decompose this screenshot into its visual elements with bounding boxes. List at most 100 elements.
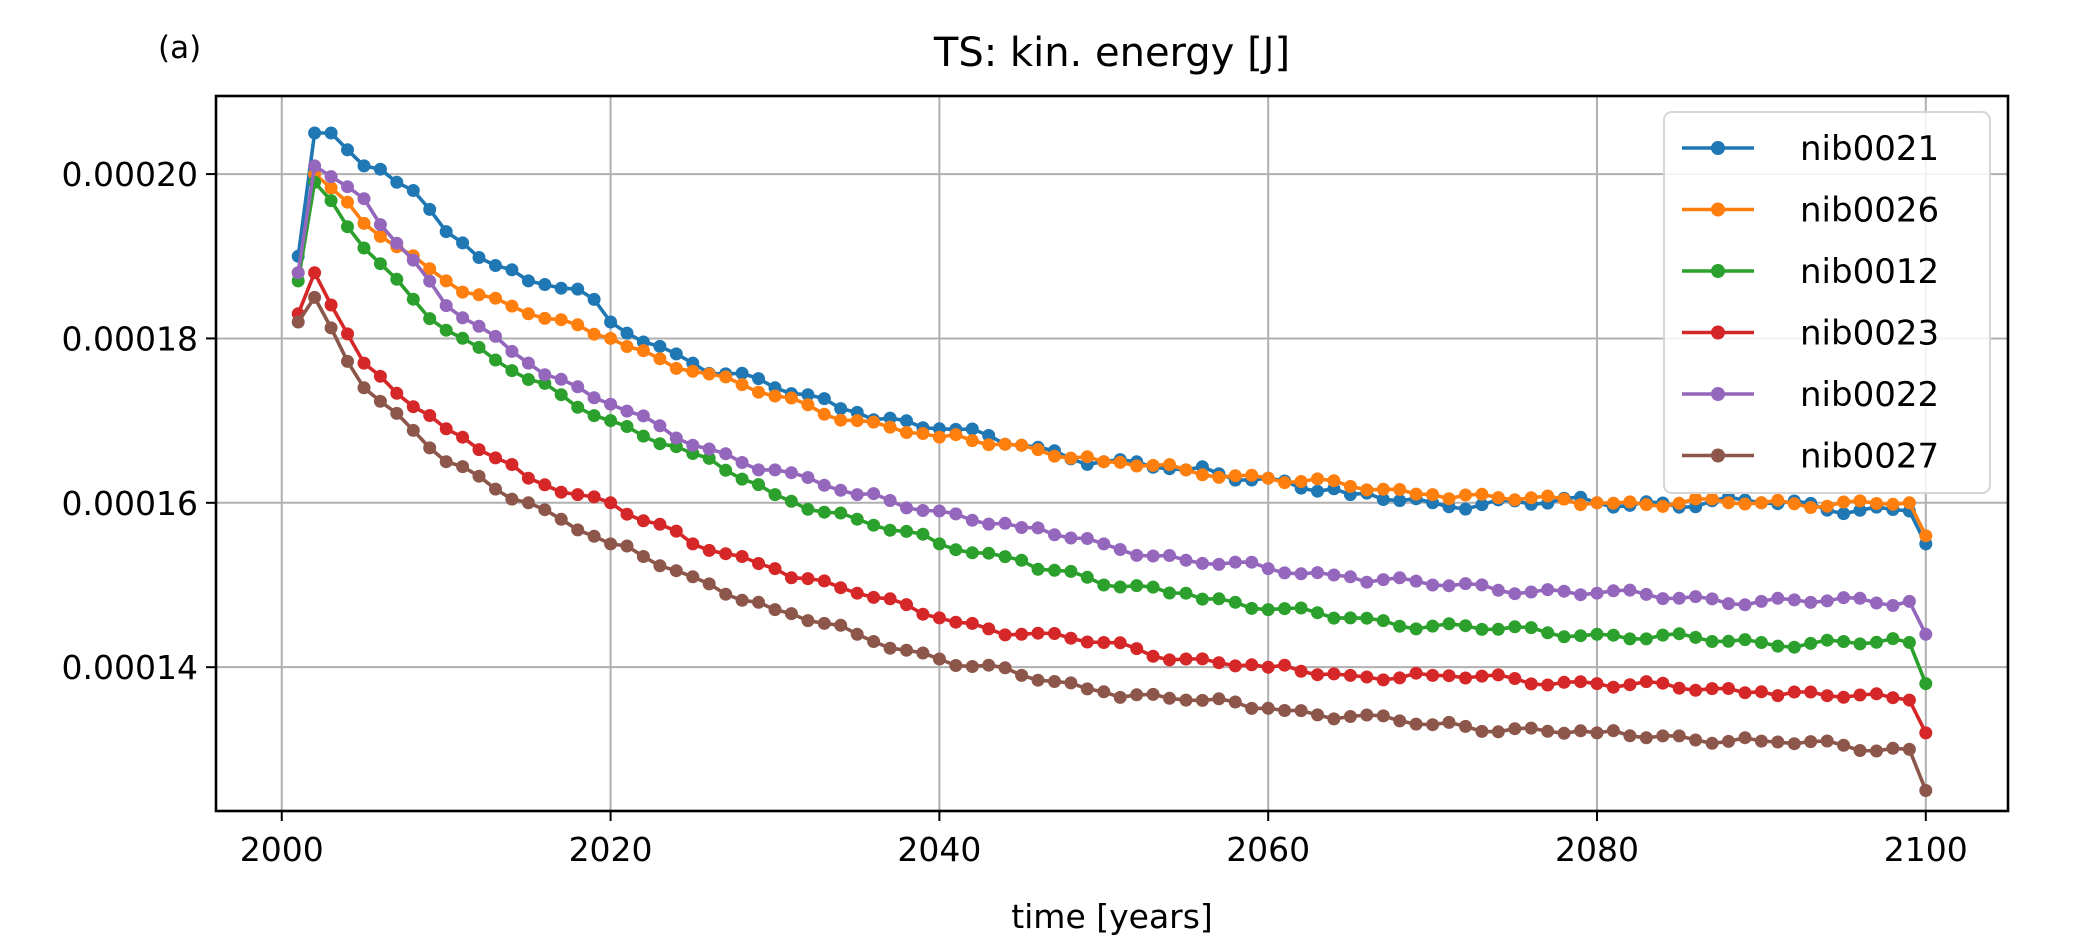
data-point bbox=[883, 420, 897, 434]
data-point bbox=[1820, 734, 1834, 748]
data-point bbox=[1689, 683, 1703, 697]
data-point bbox=[752, 478, 765, 492]
series-nib0022 bbox=[291, 159, 1933, 641]
data-point bbox=[1820, 633, 1834, 647]
data-point bbox=[1426, 578, 1440, 592]
data-point bbox=[538, 478, 552, 492]
data-point bbox=[932, 652, 946, 666]
data-point bbox=[1261, 471, 1275, 485]
data-point bbox=[423, 202, 437, 216]
data-point bbox=[1130, 548, 1144, 562]
data-point bbox=[949, 615, 963, 629]
data-point bbox=[949, 428, 963, 442]
data-point bbox=[686, 438, 700, 452]
data-point bbox=[1080, 682, 1094, 696]
data-point bbox=[1130, 688, 1144, 702]
data-point bbox=[587, 490, 601, 504]
data-point bbox=[571, 318, 585, 332]
data-point bbox=[735, 366, 749, 380]
data-point bbox=[1113, 690, 1127, 704]
data-point bbox=[1459, 488, 1472, 502]
data-point bbox=[817, 392, 831, 406]
data-point bbox=[1705, 492, 1719, 506]
data-point bbox=[1491, 583, 1505, 597]
legend-entry: nib0026 bbox=[1682, 191, 1939, 231]
legend-label: nib0027 bbox=[1800, 437, 1939, 477]
data-point bbox=[1639, 587, 1653, 601]
data-point bbox=[916, 646, 930, 660]
data-point bbox=[1064, 631, 1078, 645]
data-point bbox=[653, 559, 667, 573]
data-point bbox=[1590, 586, 1604, 600]
data-point bbox=[883, 411, 897, 425]
data-point bbox=[1163, 653, 1176, 667]
data-point bbox=[636, 514, 650, 528]
data-point bbox=[456, 430, 470, 444]
data-point bbox=[489, 353, 502, 367]
data-point bbox=[1820, 499, 1834, 513]
data-point bbox=[817, 478, 831, 492]
data-point bbox=[1787, 497, 1801, 511]
data-point bbox=[636, 344, 650, 358]
data-point bbox=[1097, 685, 1111, 699]
data-point bbox=[357, 216, 371, 230]
data-point bbox=[554, 313, 568, 327]
data-point bbox=[1327, 474, 1341, 488]
data-point bbox=[719, 547, 733, 561]
data-point bbox=[702, 543, 716, 557]
data-point bbox=[883, 641, 897, 655]
data-point bbox=[1623, 729, 1637, 743]
data-point bbox=[1606, 628, 1620, 642]
data-point bbox=[1475, 578, 1489, 592]
data-point bbox=[1409, 622, 1423, 636]
data-point bbox=[752, 557, 765, 570]
data-point bbox=[456, 285, 470, 299]
data-point bbox=[1311, 668, 1324, 682]
data-point bbox=[1048, 528, 1061, 542]
data-point bbox=[1179, 693, 1193, 707]
data-point bbox=[867, 487, 881, 501]
data-point bbox=[1015, 521, 1029, 534]
data-point bbox=[1754, 594, 1768, 608]
data-point bbox=[735, 472, 749, 486]
data-point bbox=[965, 616, 979, 630]
data-point bbox=[1015, 668, 1029, 682]
data-point bbox=[1459, 619, 1472, 633]
data-point bbox=[406, 400, 420, 414]
data-point bbox=[357, 381, 371, 395]
data-point bbox=[982, 658, 996, 672]
data-point bbox=[1491, 725, 1505, 739]
data-point bbox=[653, 517, 667, 531]
data-point bbox=[784, 391, 798, 405]
data-point bbox=[1360, 708, 1374, 722]
legend-entry: nib0022 bbox=[1682, 375, 1939, 415]
data-point bbox=[768, 488, 782, 502]
data-point bbox=[341, 195, 354, 209]
data-point bbox=[604, 537, 618, 551]
y-tick-label: 0.00018 bbox=[62, 319, 198, 358]
legend-label: nib0022 bbox=[1800, 375, 1939, 415]
data-point bbox=[1870, 596, 1883, 610]
data-point bbox=[1656, 729, 1670, 743]
data-point bbox=[1590, 496, 1604, 510]
data-point bbox=[1491, 491, 1505, 505]
legend-swatch-marker bbox=[1711, 202, 1725, 217]
data-point bbox=[1738, 686, 1752, 700]
data-point bbox=[735, 550, 749, 563]
data-point bbox=[341, 220, 354, 234]
data-point bbox=[341, 180, 354, 194]
data-point bbox=[1508, 722, 1522, 736]
data-point bbox=[1426, 668, 1440, 682]
data-point bbox=[1376, 673, 1390, 687]
data-point bbox=[1080, 635, 1094, 649]
data-point bbox=[1853, 503, 1867, 517]
data-point bbox=[784, 607, 798, 621]
data-point bbox=[1459, 577, 1472, 591]
data-point bbox=[604, 414, 618, 428]
data-point bbox=[1212, 656, 1226, 670]
legend-swatch-marker bbox=[1711, 264, 1725, 278]
data-point bbox=[916, 607, 930, 621]
data-point bbox=[1524, 585, 1538, 599]
data-point bbox=[1606, 496, 1620, 510]
data-point bbox=[1672, 591, 1686, 605]
